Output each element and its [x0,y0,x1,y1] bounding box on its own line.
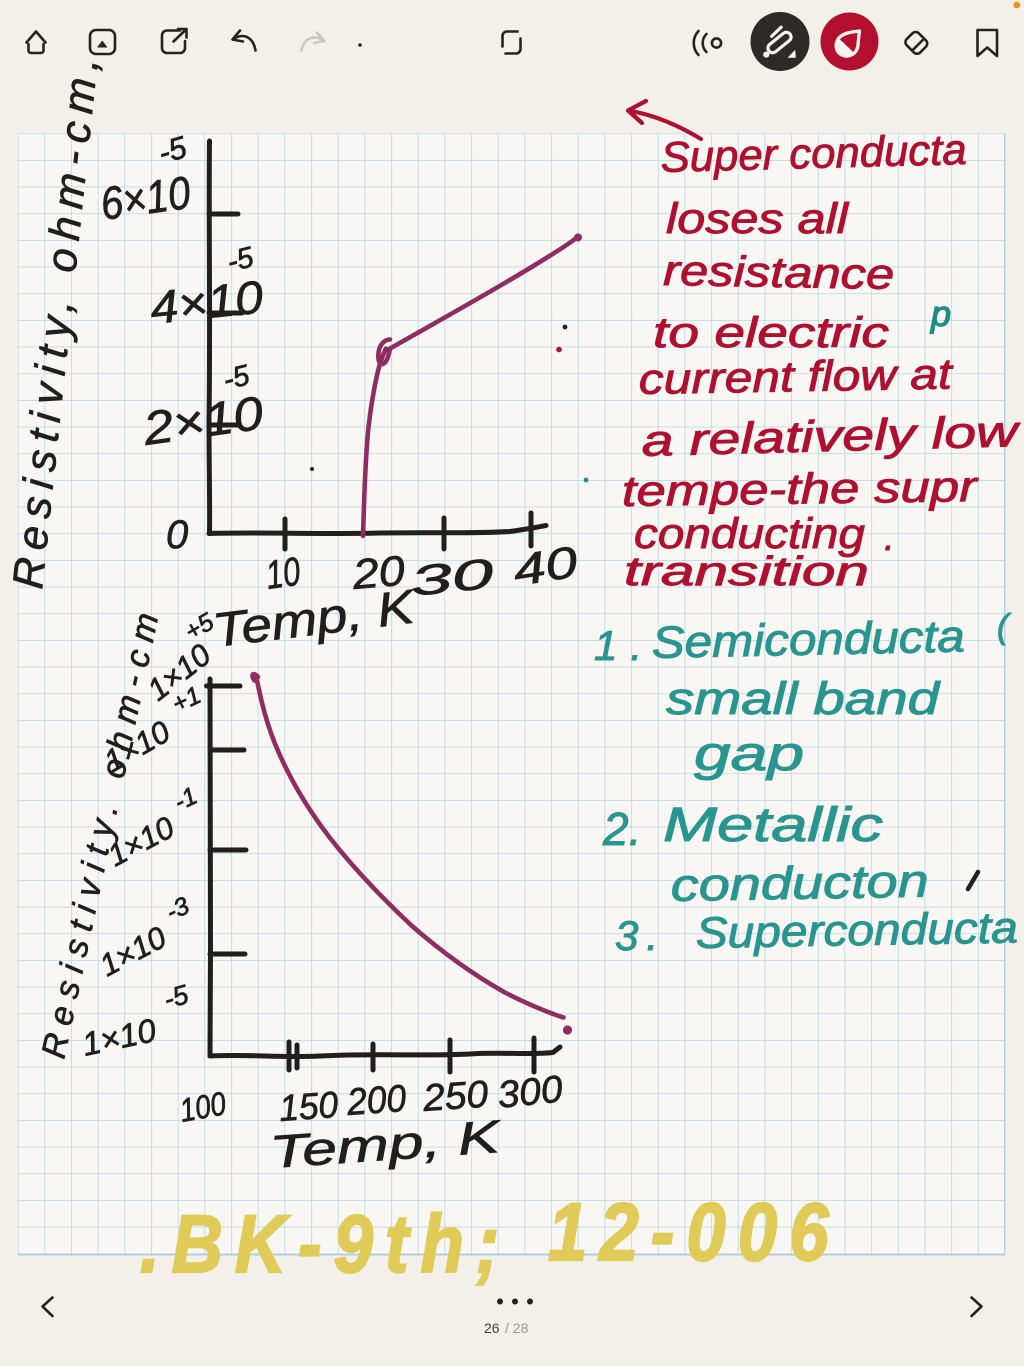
svg-text:tempe-the supr: tempe-the supr [621,463,979,516]
svg-text:300: 300 [496,1068,565,1117]
svg-text:conducton: conducton [670,855,929,911]
svg-text:1.: 1. [594,622,655,669]
svg-text:150: 150 [278,1084,340,1129]
svg-text:small band: small band [666,673,941,724]
svg-text:4×10: 4×10 [148,270,266,334]
svg-text:.BK-9th;: .BK-9th; [140,1199,511,1290]
svg-text:current flow at: current flow at [638,351,954,404]
svg-text:Superconducta: Superconducta [695,903,1018,958]
svg-text:a relatively low: a relatively low [641,407,1022,466]
svg-text:10: 10 [263,550,303,598]
svg-text:2.: 2. [602,803,641,855]
svg-text:200: 200 [345,1078,408,1124]
svg-text:-5: -5 [224,241,258,278]
svg-text:transition: transition [624,548,869,594]
svg-text:to electric: to electric [653,309,890,357]
svg-text:3.: 3. [615,912,666,959]
svg-text:0: 0 [166,513,188,557]
svg-text:loses all: loses all [666,195,850,243]
svg-text:Metallic: Metallic [663,799,883,852]
svg-text:30: 30 [408,549,497,605]
svg-text:20: 20 [350,547,408,599]
svg-text:40: 40 [510,537,582,596]
svg-text:.: . [884,517,895,559]
svg-text:100: 100 [177,1084,229,1129]
svg-text:gap: gap [694,728,804,781]
svg-text:resistance: resistance [663,247,895,299]
svg-text:12-006: 12-006 [548,1187,841,1278]
svg-text:conducting: conducting [634,510,865,558]
svg-text:Super conducta: Super conducta [660,126,967,182]
svg-text:p: p [930,293,951,334]
svg-text:/ 28: / 28 [505,1320,529,1336]
svg-text:Semiconducta: Semiconducta [651,610,965,668]
svg-text:250: 250 [421,1074,490,1121]
svg-text:26: 26 [484,1320,500,1336]
svg-text:6×10: 6×10 [97,166,194,230]
